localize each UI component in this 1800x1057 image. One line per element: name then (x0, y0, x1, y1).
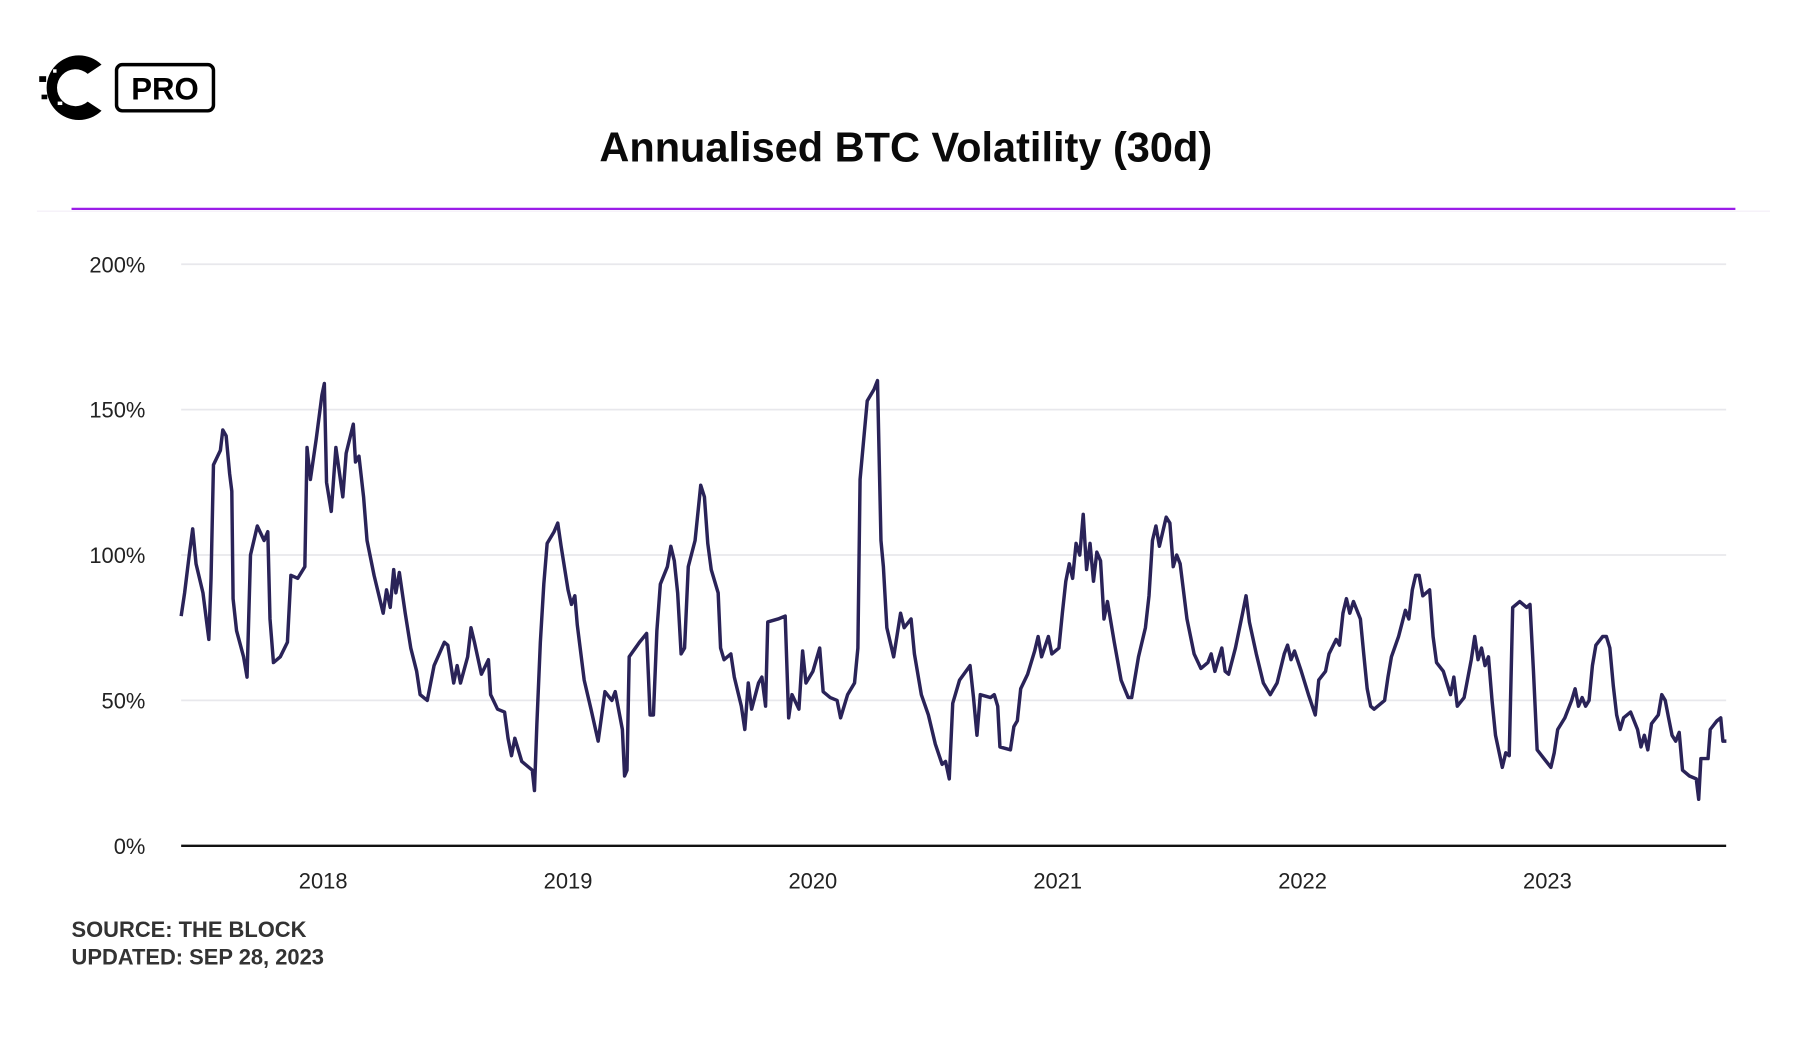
y-tick-label: 200% (89, 252, 145, 277)
series-layer (179, 378, 1727, 802)
c-logo-icon (39, 55, 102, 121)
source-note: SOURCE: THE BLOCK (72, 917, 307, 942)
y-tick-label: 50% (102, 689, 146, 714)
updated-note: UPDATED: SEP 28, 2023 (72, 945, 324, 970)
x-tick-label: 2022 (1278, 869, 1327, 894)
x-tick-label: 2021 (1033, 869, 1082, 894)
pro-badge (114, 62, 216, 113)
pro-badge-text: PRO (131, 71, 198, 106)
y-axis: 0% 50% 100% 150% 200% (89, 252, 145, 859)
chart-title: Annualised BTC Volatility (30d) (599, 124, 1212, 171)
y-tick-label: 150% (89, 398, 145, 423)
x-axis: 2018 2019 2020 2021 2022 2023 (299, 869, 1572, 894)
x-tick-label: 2023 (1523, 869, 1572, 894)
x-tick-label: 2019 (544, 869, 593, 894)
y-tick-label: 0% (114, 834, 146, 859)
volatility-line (179, 378, 1727, 802)
x-tick-label: 2020 (788, 869, 837, 894)
logo: PRO (39, 55, 216, 121)
y-tick-label: 100% (89, 543, 145, 568)
x-tick-label: 2018 (299, 869, 348, 894)
gridlines (181, 263, 1727, 702)
